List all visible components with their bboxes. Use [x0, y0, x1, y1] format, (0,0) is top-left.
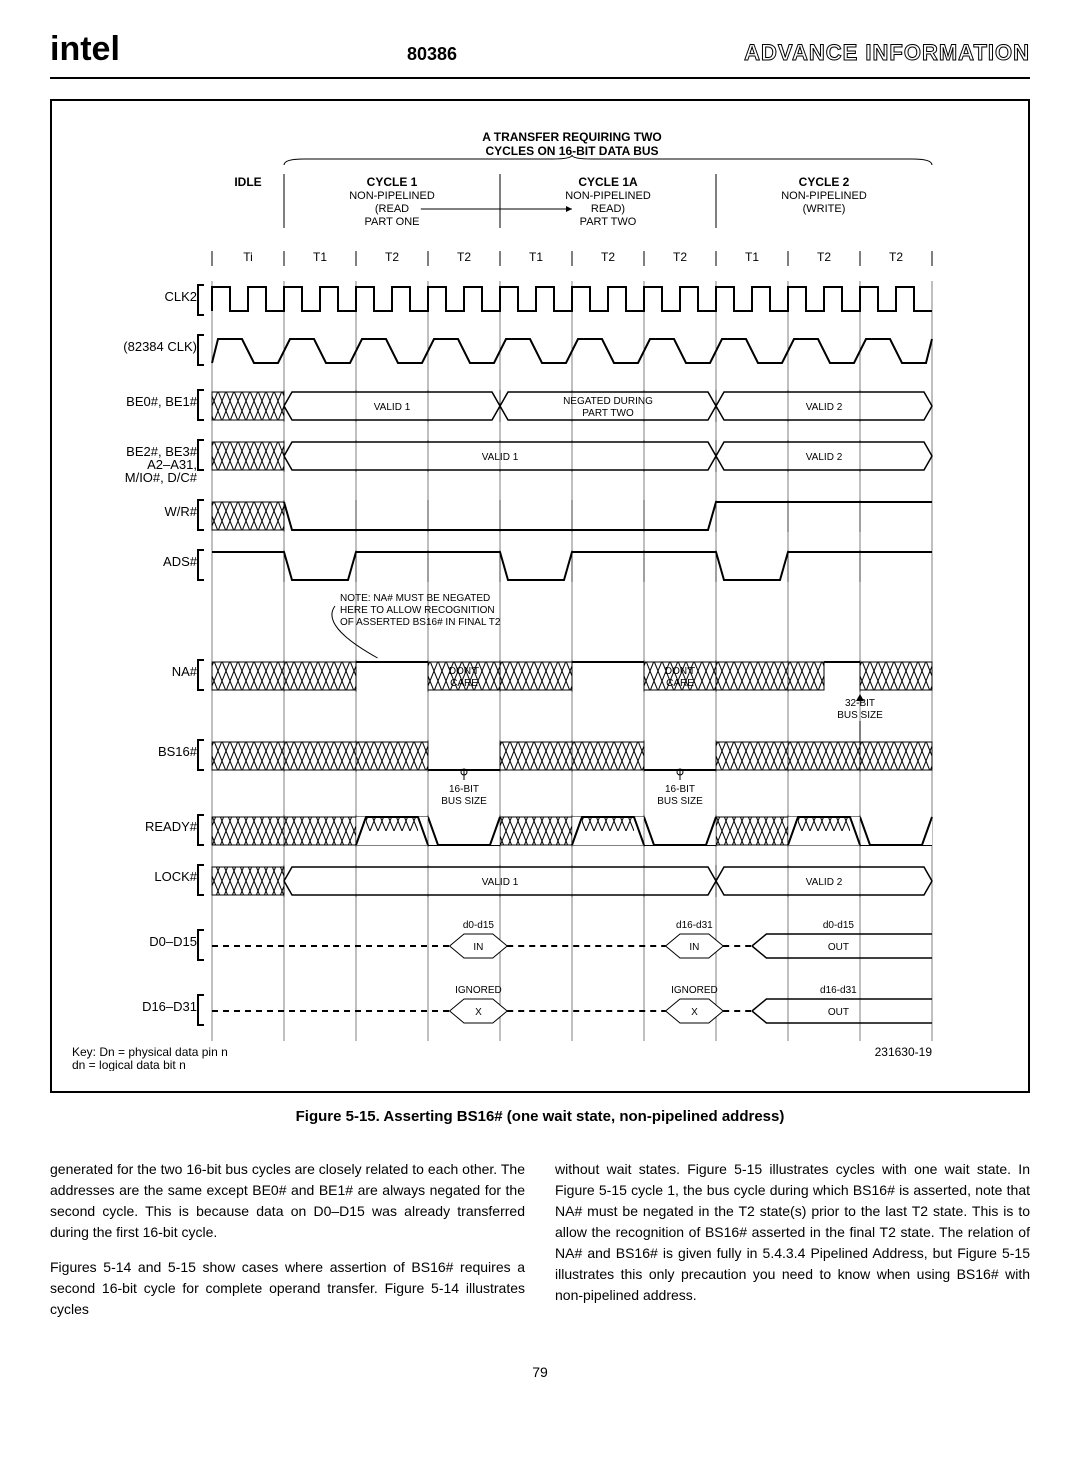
svg-text:PART TWO: PART TWO: [582, 408, 634, 419]
svg-text:T2: T2: [601, 250, 615, 264]
intel-logo: intel: [50, 30, 120, 69]
svg-text:231630-19: 231630-19: [875, 1045, 933, 1059]
svg-text:d0-d15: d0-d15: [823, 920, 855, 931]
svg-text:VALID 2: VALID 2: [806, 452, 843, 463]
svg-text:T2: T2: [817, 250, 831, 264]
svg-text:NON-PIPELINED: NON-PIPELINED: [565, 190, 651, 202]
svg-text:BE0#, BE1#: BE0#, BE1#: [126, 394, 198, 409]
part-number: 80386: [407, 44, 457, 65]
svg-text:T1: T1: [313, 250, 327, 264]
svg-text:VALID 1: VALID 1: [374, 402, 411, 413]
svg-text:X: X: [691, 1007, 698, 1018]
svg-text:CYCLE 1: CYCLE 1: [367, 175, 418, 189]
svg-text:T2: T2: [889, 250, 903, 264]
svg-text:IGNORED: IGNORED: [671, 985, 718, 996]
svg-text:D0–D15: D0–D15: [149, 934, 197, 949]
svg-text:LOCK#: LOCK#: [154, 869, 197, 884]
body-text: generated for the two 16-bit bus cycles …: [50, 1145, 1030, 1334]
svg-text:T2: T2: [385, 250, 399, 264]
svg-text:T2: T2: [673, 250, 687, 264]
svg-text:(WRITE): (WRITE): [803, 203, 846, 215]
svg-text:Ti: Ti: [243, 250, 253, 264]
svg-text:d0-d15: d0-d15: [463, 920, 495, 931]
svg-text:READ): READ): [591, 203, 625, 215]
svg-text:PART TWO: PART TWO: [580, 216, 637, 228]
svg-text:IN: IN: [689, 942, 699, 953]
svg-text:(82384 CLK): (82384 CLK): [123, 339, 197, 354]
svg-text:DON'T: DON'T: [665, 666, 695, 677]
svg-text:BUS SIZE: BUS SIZE: [837, 710, 883, 721]
svg-text:IDLE: IDLE: [234, 175, 261, 189]
svg-text:T1: T1: [745, 250, 759, 264]
svg-text:CARE: CARE: [450, 678, 478, 689]
svg-text:BS16#: BS16#: [158, 744, 198, 759]
svg-text:T2: T2: [457, 250, 471, 264]
svg-text:OF ASSERTED BS16# IN FINAL T2: OF ASSERTED BS16# IN FINAL T2: [340, 617, 501, 628]
svg-text:IGNORED: IGNORED: [455, 985, 502, 996]
svg-text:READY#: READY#: [145, 819, 198, 834]
svg-text:CLK2: CLK2: [164, 289, 197, 304]
advance-banner: ADVANCE INFORMATION: [744, 40, 1030, 66]
figure-caption: Figure 5-15. Asserting BS16# (one wait s…: [50, 1108, 1030, 1125]
svg-text:ADS#: ADS#: [163, 554, 198, 569]
para: Figures 5-14 and 5-15 show cases where a…: [50, 1257, 525, 1320]
svg-text:NON-PIPELINED: NON-PIPELINED: [349, 190, 435, 202]
svg-text:NOTE: NA# MUST BE NEGATED: NOTE: NA# MUST BE NEGATED: [340, 593, 490, 604]
page-header: intel 80386 ADVANCE INFORMATION: [50, 30, 1030, 79]
svg-text:(READ: (READ: [375, 203, 409, 215]
svg-text:16-BIT: 16-BIT: [449, 784, 479, 795]
para: generated for the two 16-bit bus cycles …: [50, 1159, 525, 1243]
svg-text:A TRANSFER REQUIRING TWO: A TRANSFER REQUIRING TWO: [482, 130, 662, 144]
para: without wait states. Figure 5-15 illustr…: [555, 1159, 1030, 1306]
svg-text:VALID 2: VALID 2: [806, 877, 843, 888]
svg-text:OUT: OUT: [828, 942, 849, 953]
svg-text:HERE TO ALLOW RECOGNITION: HERE TO ALLOW RECOGNITION: [340, 605, 495, 616]
svg-text:W/R#: W/R#: [165, 504, 198, 519]
svg-text:NEGATED DURING: NEGATED DURING: [563, 396, 653, 407]
svg-text:CYCLE 1A: CYCLE 1A: [578, 175, 638, 189]
svg-text:T1: T1: [529, 250, 543, 264]
svg-text:IN: IN: [473, 942, 483, 953]
column-2: without wait states. Figure 5-15 illustr…: [555, 1145, 1030, 1334]
svg-text:d16-d31: d16-d31: [676, 920, 713, 931]
column-1: generated for the two 16-bit bus cycles …: [50, 1145, 525, 1334]
svg-text:NA#: NA#: [172, 664, 198, 679]
page-number: 79: [50, 1364, 1030, 1380]
svg-text:D16–D31: D16–D31: [142, 999, 197, 1014]
svg-text:CARE: CARE: [666, 678, 694, 689]
svg-text:NON-PIPELINED: NON-PIPELINED: [781, 190, 867, 202]
svg-text:CYCLE 2: CYCLE 2: [799, 175, 850, 189]
svg-text:PART ONE: PART ONE: [364, 216, 419, 228]
svg-text:DON'T: DON'T: [449, 666, 479, 677]
svg-text:BUS SIZE: BUS SIZE: [441, 796, 487, 807]
svg-text:X: X: [475, 1007, 482, 1018]
svg-text:dn = logical data bit n: dn = logical data bit n: [72, 1058, 186, 1071]
svg-text:BUS SIZE: BUS SIZE: [657, 796, 703, 807]
timing-svg: A TRANSFER REQUIRING TWOCYCLES ON 16-BIT…: [62, 121, 1002, 1071]
svg-text:Key: Dn = physical data pin n: Key: Dn = physical data pin n: [72, 1045, 228, 1059]
svg-text:M/IO#, D/C#: M/IO#, D/C#: [125, 470, 198, 485]
svg-text:OUT: OUT: [828, 1007, 849, 1018]
svg-text:d16-d31: d16-d31: [820, 985, 857, 996]
timing-diagram: A TRANSFER REQUIRING TWOCYCLES ON 16-BIT…: [50, 99, 1030, 1093]
svg-text:16-BIT: 16-BIT: [665, 784, 695, 795]
svg-text:VALID 2: VALID 2: [806, 402, 843, 413]
